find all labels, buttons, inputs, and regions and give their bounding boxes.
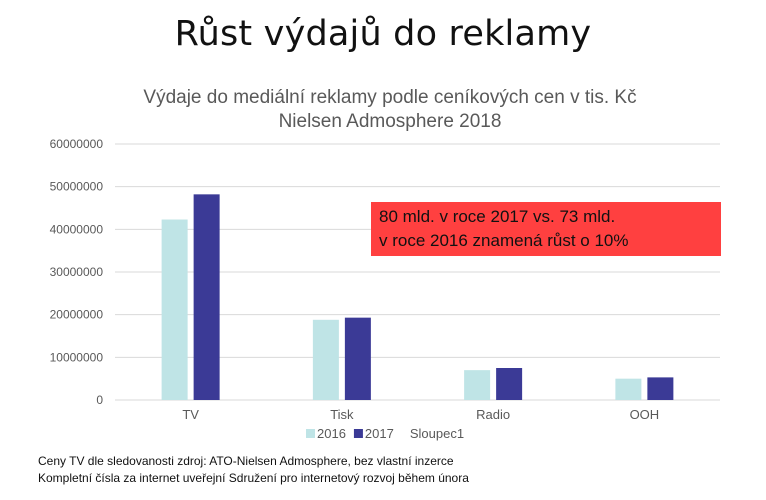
bar-2017-ooh [647, 377, 674, 400]
bar-2017-radio [496, 368, 523, 400]
legend-swatch-2017 [353, 429, 363, 438]
chart-title-line-2: Nielsen Admosphere 2018 [278, 111, 502, 132]
legend-swatch-2016 [306, 429, 315, 438]
legend-label-2016: 2016 [317, 426, 346, 441]
y-tick-label: 20000000 [50, 308, 104, 322]
x-category-label: Radio [476, 407, 510, 422]
bar-2016-ooh [615, 378, 642, 400]
slide-title: Růst výdajů do reklamy [174, 14, 592, 54]
bar-2017-tisk [344, 317, 371, 400]
legend-label-sloupec1: Sloupec1 [410, 426, 464, 441]
y-tick-label: 40000000 [50, 222, 104, 236]
bar-2016-tisk [312, 319, 339, 400]
x-category-label: TV [182, 407, 199, 422]
y-tick-label: 10000000 [50, 350, 104, 364]
source-note: Ceny TV dle sledovanosti zdroj: ATO-Niel… [38, 453, 469, 487]
legend-label-2017: 2017 [365, 426, 394, 441]
y-tick-label: 30000000 [50, 265, 104, 279]
x-category-label: Tisk [330, 407, 354, 422]
bar-2017-tv [193, 194, 220, 400]
y-tick-label: 50000000 [50, 180, 104, 194]
bar-2016-tv [161, 219, 188, 400]
y-tick-label: 0 [96, 393, 103, 407]
x-category-label: OOH [630, 407, 660, 422]
chart-title-line-1: Výdaje do mediální reklamy podle ceníkov… [143, 87, 637, 108]
source-note-line-1: Ceny TV dle sledovanosti zdroj: ATO-Niel… [38, 454, 454, 468]
callout-line-1: 80 mld. v roce 2017 vs. 73 mld. [379, 207, 616, 226]
source-note-line-2: Kompletní čísla za internet uveřejní Sdr… [38, 471, 469, 485]
chart-title: Výdaje do mediální reklamy podle ceníkov… [60, 86, 720, 134]
callout-line-2: v roce 2016 znamená růst o 10% [379, 231, 629, 250]
callout-box: 80 mld. v roce 2017 vs. 73 mld. v roce 2… [371, 202, 721, 256]
y-tick-label: 60000000 [50, 137, 104, 151]
bar-2016-radio [464, 370, 491, 400]
